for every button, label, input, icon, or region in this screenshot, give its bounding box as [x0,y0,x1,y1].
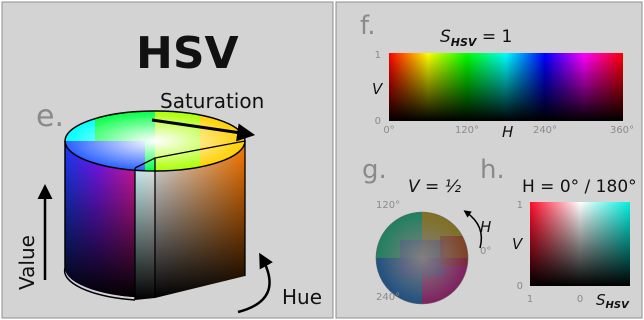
g-label-bottom: 240° [376,292,400,303]
f-x-tick: 360° [610,125,634,136]
f-x-axis-label: H [502,123,513,141]
saturation-arrow [151,118,256,142]
f-x-tick: 120° [455,125,479,136]
h-y-axis-label: V [512,235,524,253]
panel-e-letter: e. [36,99,64,134]
f-x-tick: 0° [383,125,394,136]
saturation-value-square [530,202,630,286]
g-label-right: 0° [480,246,491,257]
panel-title: HSV [136,28,239,79]
panel-f-title: SHSV = 1 [440,27,512,49]
h-y-tick-bottom: 0 [517,281,523,292]
f-y-tick-bottom: 0 [375,116,381,127]
saturation-label: Saturation [160,89,264,113]
f-y-axis-label: V [372,80,384,98]
panel-g-title: V = ½ [408,177,462,197]
g-label-top: 120° [376,200,400,211]
g-hue-label: H [480,218,491,236]
hue-arrow [237,252,273,314]
h-x-tick-mid: 0 [577,294,583,305]
hue-label: Hue [282,285,322,309]
h-x-axis-label: SHSV [596,291,630,311]
panel-g-letter: g. [362,155,387,185]
panel-h-letter: h. [480,155,505,185]
h-x-tick-left: 1 [527,294,533,305]
value-label: Value [15,235,39,290]
f-x-tick: 240° [533,125,557,136]
hue-value-gradient [389,53,623,121]
h-y-tick-top: 1 [517,200,523,211]
hsv-cylinder [63,110,246,301]
f-y-tick-top: 1 [375,50,381,61]
panel-f-letter: f. [360,11,376,41]
panel-h-title: H = 0° / 180° [522,177,637,197]
g-hue-arrow [463,210,483,249]
